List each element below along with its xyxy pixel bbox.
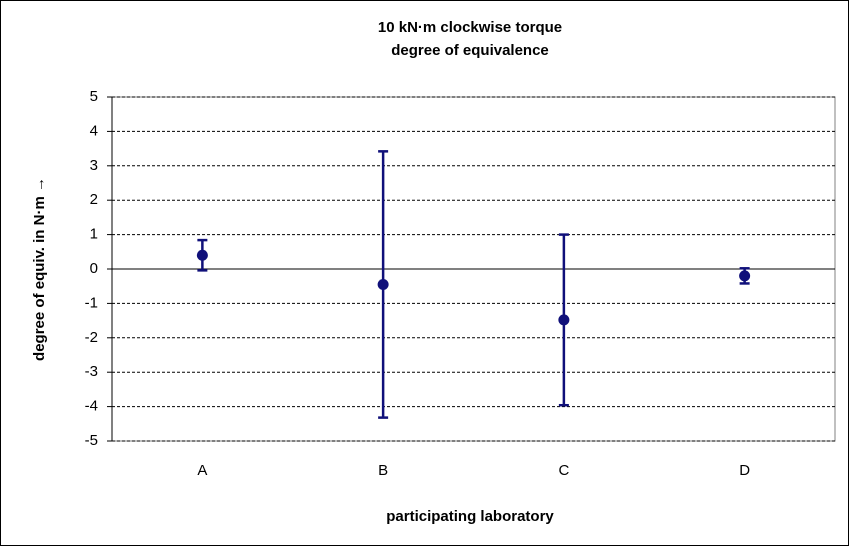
point [739,270,751,282]
chart-subtitle: degree of equivalence [391,42,549,59]
x-axis-title: participating laboratory [386,508,554,525]
point [196,249,208,261]
y-tick-label: 1 [90,226,98,243]
y-tick-label: -3 [85,363,98,380]
y-tick-label: -2 [85,329,98,346]
x-tick-label: B [378,462,388,479]
x-tick-label: D [739,462,750,479]
y-tick-label: 3 [90,157,98,174]
y-axis-title: degree of equiv. in N·m → [31,177,48,361]
y-tick-label: -4 [85,398,98,415]
y-tick-label: 4 [90,122,98,139]
x-tick-label: A [197,462,207,479]
y-tick-label: 5 [90,88,98,105]
y-tick-label: -5 [85,432,98,449]
chart-title: 10 kN·m clockwise torque [378,19,562,36]
y-tick-label: 0 [90,260,98,277]
point [558,314,570,326]
y-tick-label: 2 [90,191,98,208]
x-tick-label: C [558,462,569,479]
y-tick-label: -1 [85,294,98,311]
point [377,278,389,290]
